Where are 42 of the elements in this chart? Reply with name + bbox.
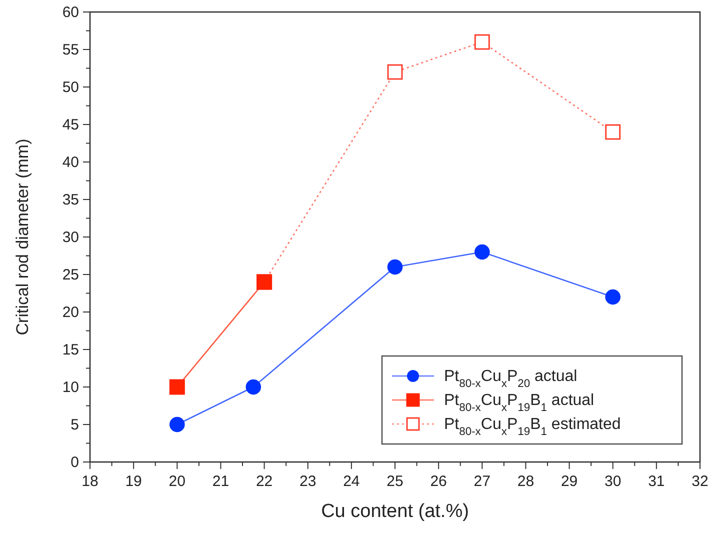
point — [605, 124, 621, 140]
x-tick-label: 18 — [82, 473, 98, 490]
x-tick-label: 26 — [430, 473, 447, 490]
x-tick-label: 21 — [212, 473, 230, 490]
point — [387, 259, 403, 275]
y-tick-label: 45 — [62, 116, 79, 134]
legend-label: Pt$_{80-x}$Cu$_{x}$P$_{20}$ actual — [444, 368, 578, 390]
x-tick-label: 27 — [474, 473, 490, 490]
y-tick-label: 50 — [62, 79, 79, 96]
text: Pt$_{80-x}$Cu$_{x}$P$_{19}$B$_{1}$ actual — [444, 392, 594, 414]
point — [169, 416, 185, 432]
y-axis-title: Critical rod diameter (mm) — [13, 138, 32, 336]
x-tick-label: 20 — [168, 473, 186, 490]
x-tick-label: 30 — [604, 473, 622, 490]
x-tick-label: 25 — [386, 473, 404, 490]
y-tick-label: 30 — [62, 229, 79, 246]
x-tick-label: 22 — [256, 473, 273, 490]
y-tick-label: 0 — [70, 454, 79, 471]
point — [169, 379, 185, 395]
y-tick-label: 60 — [62, 4, 79, 21]
x-tick-label: 24 — [343, 473, 360, 490]
y-tick-label: 20 — [62, 304, 79, 321]
point — [605, 289, 621, 305]
point — [474, 244, 490, 260]
x-tick-label: 29 — [560, 473, 578, 490]
x-tick-label: 19 — [125, 473, 142, 490]
y-tick-label: 25 — [62, 266, 79, 284]
text: Pt$_{80-x}$Cu$_{x}$P$_{19}$B$_{1}$ estimated — [444, 416, 621, 438]
point — [474, 34, 490, 50]
y-tick-label: 15 — [62, 342, 79, 358]
x-tick-label: 31 — [648, 473, 665, 490]
y-tick-label: 5 — [70, 416, 79, 434]
x-tick-label: 23 — [300, 473, 316, 490]
point — [246, 379, 262, 395]
y-tick-label: 55 — [62, 42, 79, 58]
x-tick-label: 32 — [692, 473, 708, 490]
x-tick-label: 28 — [517, 473, 534, 490]
y-tick-label: 35 — [62, 192, 79, 208]
y-tick-label: 10 — [62, 379, 79, 396]
x-axis-title: Cu content (at.%) — [321, 501, 469, 522]
y-tick-label: 40 — [62, 154, 79, 171]
point — [387, 64, 403, 80]
